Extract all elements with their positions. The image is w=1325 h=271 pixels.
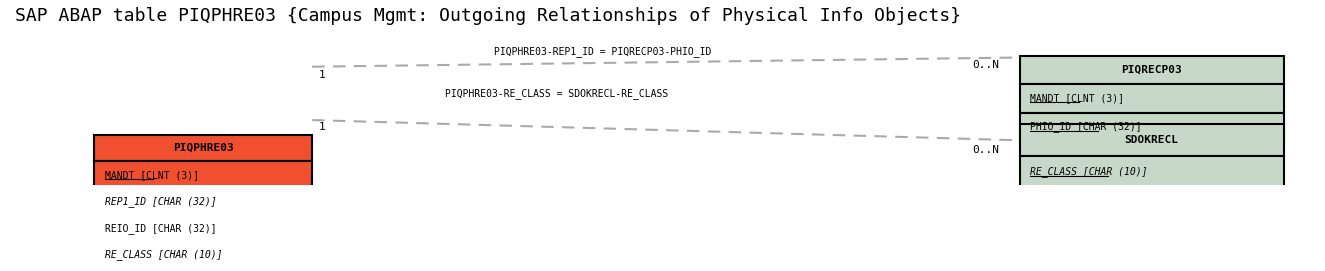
Bar bbox=[1019, 124, 1284, 156]
Text: SAP ABAP table PIQPHRE03 {Campus Mgmt: Outgoing Relationships of Physical Info O: SAP ABAP table PIQPHRE03 {Campus Mgmt: O… bbox=[15, 7, 961, 25]
Text: REIO_ID [CHAR (32)]: REIO_ID [CHAR (32)] bbox=[105, 223, 216, 234]
Text: SDOKRECL: SDOKRECL bbox=[1125, 135, 1179, 145]
Text: PIQPHRE03: PIQPHRE03 bbox=[172, 143, 233, 153]
Text: MANDT [CLNT (3)]: MANDT [CLNT (3)] bbox=[105, 170, 199, 180]
Text: RE_CLASS [CHAR (10)]: RE_CLASS [CHAR (10)] bbox=[1030, 167, 1147, 178]
Text: PHIO_ID [CHAR (32)]: PHIO_ID [CHAR (32)] bbox=[1030, 121, 1142, 133]
Text: REP1_ID [CHAR (32)]: REP1_ID [CHAR (32)] bbox=[105, 196, 216, 207]
Bar bbox=[1019, 156, 1284, 188]
Text: 1: 1 bbox=[319, 70, 326, 80]
Text: 0..N: 0..N bbox=[973, 144, 999, 154]
Bar bbox=[94, 162, 313, 188]
Text: PIQRECP03: PIQRECP03 bbox=[1121, 65, 1182, 75]
Bar bbox=[1019, 84, 1284, 113]
Text: PIQPHRE03-REP1_ID = PIQRECP03-PHIO_ID: PIQPHRE03-REP1_ID = PIQRECP03-PHIO_ID bbox=[494, 47, 712, 57]
Text: RE_CLASS [CHAR (10)]: RE_CLASS [CHAR (10)] bbox=[105, 249, 223, 260]
Bar bbox=[1019, 56, 1284, 84]
Bar bbox=[1019, 113, 1284, 141]
Bar bbox=[94, 188, 313, 215]
Text: MANDT [CLNT (3)]: MANDT [CLNT (3)] bbox=[1030, 93, 1124, 104]
Text: PIQPHRE03-RE_CLASS = SDOKRECL-RE_CLASS: PIQPHRE03-RE_CLASS = SDOKRECL-RE_CLASS bbox=[445, 88, 668, 99]
Text: 1: 1 bbox=[319, 122, 326, 133]
Bar bbox=[94, 215, 313, 241]
Bar bbox=[94, 135, 313, 162]
Bar bbox=[94, 241, 313, 268]
Text: 0..N: 0..N bbox=[973, 60, 999, 70]
